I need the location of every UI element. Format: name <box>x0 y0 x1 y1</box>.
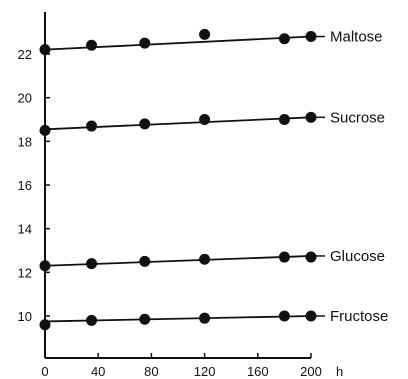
data-point-fructose <box>139 313 151 325</box>
series-label-sucrose: Sucrose <box>330 109 385 126</box>
y-axis-ticks: 10 12 14 16 18 20 22 <box>18 47 50 324</box>
axes <box>44 12 311 359</box>
data-point-fructose <box>305 310 317 322</box>
series-label-maltose: Maltose <box>330 29 383 46</box>
series-fructose: Fructose <box>39 308 388 331</box>
data-point-fructose <box>86 314 98 326</box>
data-point-maltose <box>278 33 290 45</box>
y-tick-label: 22 <box>18 47 32 62</box>
data-point-glucose <box>39 260 51 272</box>
y-tick-label: 12 <box>18 265 32 280</box>
data-point-maltose <box>305 31 317 43</box>
y-tick-label: 14 <box>18 222 32 237</box>
trend-line-maltose <box>44 35 312 51</box>
x-tick-label: 160 <box>247 364 269 379</box>
data-point-maltose <box>39 44 51 56</box>
y-tick-label: 18 <box>18 134 32 149</box>
data-point-glucose <box>199 253 211 265</box>
data-point-sucrose <box>139 118 151 130</box>
y-tick-label: 20 <box>18 91 32 106</box>
trend-line-fructose <box>44 315 312 323</box>
data-point-glucose <box>86 258 98 270</box>
trend-line-glucose <box>44 255 312 267</box>
x-tick-label: 120 <box>194 364 216 379</box>
data-point-glucose <box>278 251 290 263</box>
data-point-glucose <box>305 251 317 263</box>
data-point-sucrose <box>199 114 211 125</box>
series-group: Maltose Sucrose Glucose Fructose <box>39 28 388 331</box>
data-point-maltose <box>86 39 98 51</box>
y-tick-label: 10 <box>18 309 32 324</box>
data-point-maltose <box>199 28 211 40</box>
data-point-sucrose <box>278 114 290 125</box>
x-tick-label: 200 <box>300 364 322 379</box>
x-tick-label: 80 <box>144 364 158 379</box>
data-point-fructose <box>39 319 51 331</box>
data-point-glucose <box>139 255 151 267</box>
data-point-fructose <box>199 312 211 324</box>
series-glucose: Glucose <box>39 248 385 272</box>
series-maltose: Maltose <box>39 28 383 56</box>
data-point-sucrose <box>305 111 317 123</box>
series-label-fructose: Fructose <box>330 308 388 325</box>
x-tick-label: 0 <box>41 364 48 379</box>
x-tick-label: 40 <box>91 364 105 379</box>
series-sucrose: Sucrose <box>39 109 385 136</box>
data-point-maltose <box>139 37 151 49</box>
x-axis-ticks: 0 40 80 120 160 200 <box>41 353 322 379</box>
series-label-glucose: Glucose <box>330 248 385 265</box>
data-point-fructose <box>278 310 290 322</box>
x-axis-unit-label: h <box>336 364 343 379</box>
data-point-sucrose <box>86 120 98 132</box>
trend-line-sucrose <box>44 116 312 131</box>
data-point-sucrose <box>39 124 51 136</box>
y-tick-label: 16 <box>18 178 32 193</box>
